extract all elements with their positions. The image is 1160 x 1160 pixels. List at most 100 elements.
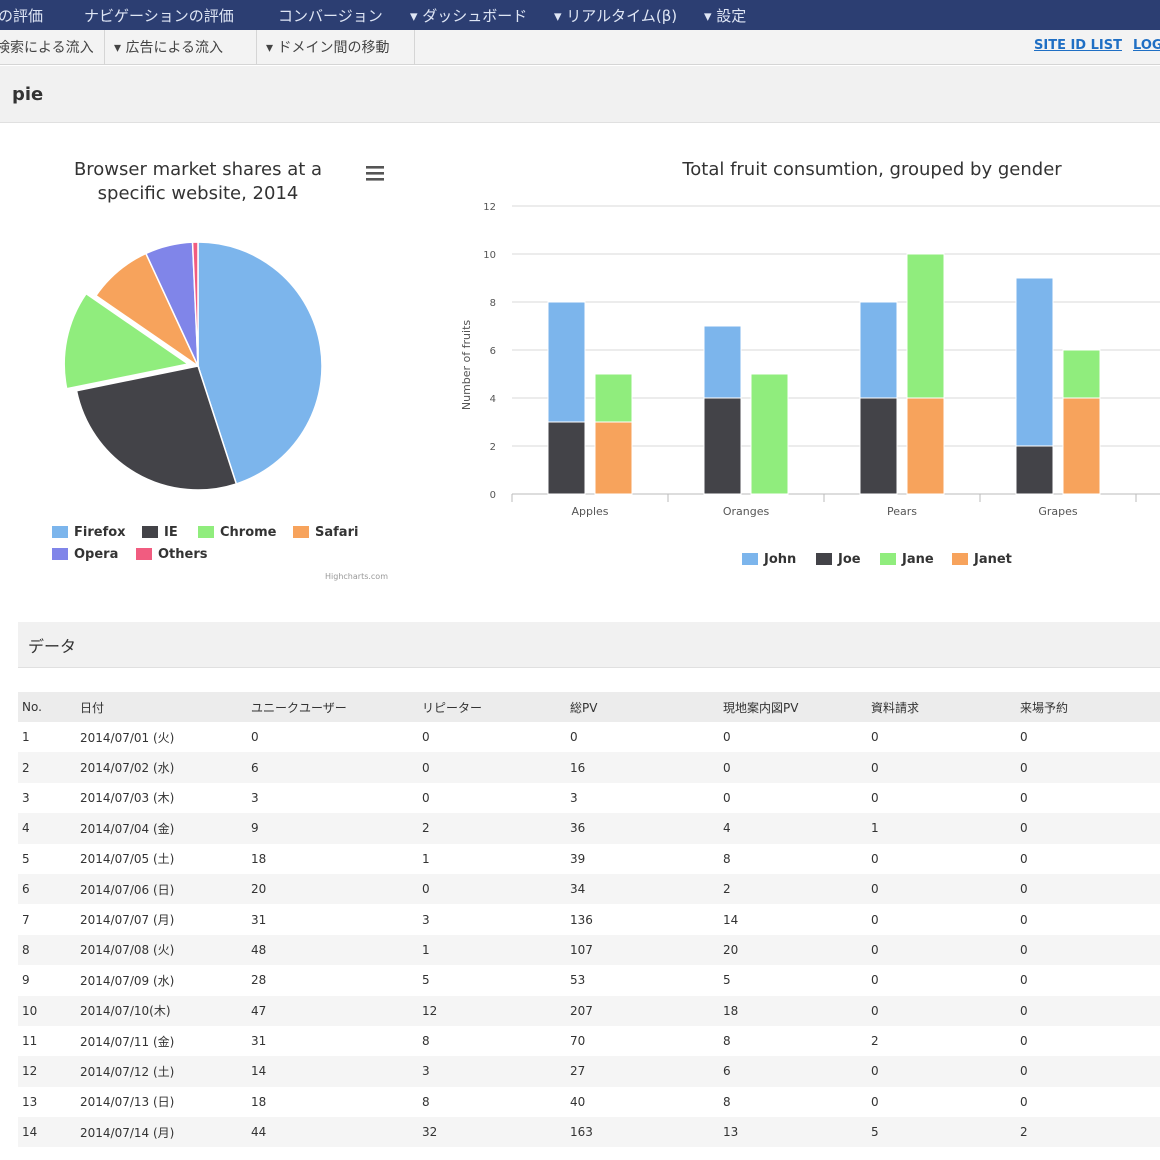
column-header[interactable]: リピーター <box>418 692 566 722</box>
table-cell: 2014/07/08 (火) <box>76 934 247 966</box>
column-header[interactable]: ユニークユーザー <box>247 692 418 722</box>
table-cell: 1 <box>22 730 30 745</box>
table-cell: 0 <box>1020 1034 1028 1049</box>
pie-legend-item-chrome[interactable]: Chrome <box>220 525 277 540</box>
table-cell: 5 <box>723 973 731 988</box>
table-cell: 5 <box>22 851 30 866</box>
bar-joe-pears[interactable] <box>859 397 898 495</box>
highcharts-credit[interactable]: Highcharts.com <box>325 572 388 581</box>
bar-jane-pears[interactable] <box>906 253 945 399</box>
column-header[interactable]: 現地案内図PV <box>719 692 867 722</box>
bar-legend-item-jane[interactable]: Jane <box>901 552 934 567</box>
table-cell: 3 <box>422 912 430 927</box>
pie-slice-chrome[interactable] <box>63 292 191 390</box>
bar-janet-pears[interactable] <box>906 397 945 495</box>
nav-item-navigation-evaluation[interactable]: ナビゲーションの評価 <box>84 7 234 25</box>
pie-legend-item-opera[interactable]: Opera <box>74 547 118 562</box>
column-header[interactable]: 総PV <box>566 692 719 722</box>
section-title: pie <box>12 84 44 105</box>
bar-jane-oranges[interactable] <box>750 373 789 495</box>
bar-joe-apples[interactable] <box>547 421 586 495</box>
pie-legend-item-others[interactable]: Others <box>158 547 208 562</box>
table-cell: 3 <box>418 1056 566 1087</box>
pie-legend-item-firefox[interactable]: Firefox <box>74 525 126 540</box>
nav-item-realtime[interactable]: ▾ リアルタイム(β) <box>554 7 678 25</box>
bar-chart-title: Total fruit consumtion, grouped by gende… <box>681 159 1062 180</box>
subnav-item-ad-inflow[interactable]: ▾ 広告による流入 <box>114 40 224 56</box>
table-row: 1 2014/07/01 (火) 0 0 0 0 0 0 <box>18 722 1160 752</box>
table-cell: 12 <box>418 995 566 1026</box>
table-cell: 3 <box>570 790 578 805</box>
table-cell: 9 <box>22 973 30 988</box>
table-cell: 0 <box>1020 730 1028 745</box>
bar-jane-apples[interactable] <box>594 373 633 423</box>
table-cell: 8 <box>723 851 731 866</box>
bar-john-apples[interactable] <box>547 301 586 423</box>
charts-area: Browser market shares at a specific webs… <box>52 159 1160 581</box>
pie-legend-item-safari[interactable]: Safari <box>315 525 358 540</box>
data-table: No. 日付 ユニークユーザー リピーター 総PV 現地案内図PV 資料請求 来場予約 1 20… <box>18 692 1160 1148</box>
pie-title-line1: Browser market shares at a <box>74 159 322 180</box>
nav-item-conversion[interactable]: コンバージョン <box>278 7 383 25</box>
table-cell: 9 <box>247 813 418 844</box>
bar-janet-apples[interactable] <box>594 421 633 495</box>
bar-janet-grapes[interactable] <box>1062 397 1101 495</box>
table-cell: 0 <box>418 752 566 783</box>
bar-legend-item-janet[interactable]: Janet <box>973 552 1012 567</box>
column-header[interactable]: 来場予約 <box>1016 692 1160 722</box>
bar-jane-grapes[interactable] <box>1062 349 1101 399</box>
table-cell: 53 <box>570 973 586 988</box>
table-cell: 2014/07/09 (水) <box>80 973 175 988</box>
site-id-list-link[interactable]: SITE ID LIST <box>1034 38 1122 53</box>
table-cell: 0 <box>867 934 1016 966</box>
bar-john-oranges[interactable] <box>703 325 742 399</box>
nav-item-dashboard[interactable]: ▾ ダッシュボード <box>410 7 528 25</box>
subnav-divider <box>414 30 415 65</box>
menu-icon-line <box>366 166 384 169</box>
pie-legend-item-ie[interactable]: IE <box>164 525 178 540</box>
pie-slice-ie[interactable] <box>75 365 238 491</box>
table-row: 12 2014/07/12 (土) 14 3 27 6 0 0 <box>18 1056 1160 1087</box>
table-cell: 136 <box>570 912 593 927</box>
table-cell: 7 <box>22 912 30 927</box>
subnav-item-cross-domain[interactable]: ▾ ドメイン間の移動 <box>266 40 390 56</box>
table-cell: 0 <box>871 912 879 927</box>
table-cell: 8 <box>723 1034 731 1049</box>
table-cell: 11 <box>22 1034 38 1049</box>
table-cell: 27 <box>566 1056 719 1087</box>
data-section-title: データ <box>28 637 77 656</box>
table-cell: 1 <box>422 851 430 866</box>
table-cell: 207 <box>566 995 719 1026</box>
bar-joe-oranges[interactable] <box>703 397 742 495</box>
column-header[interactable]: 資料請求 <box>867 692 1016 722</box>
table-cell: 2014/07/14 (月) <box>76 1117 247 1148</box>
table-cell: 2014/07/11 (金) <box>80 1034 175 1049</box>
bar-legend-item-john[interactable]: John <box>763 552 796 567</box>
nav-item-evaluation[interactable]: の評価 <box>0 7 44 25</box>
bar-legend-item-joe[interactable]: Joe <box>837 552 861 567</box>
table-cell: 18 <box>251 1094 267 1109</box>
log-link[interactable]: LOG <box>1133 38 1160 53</box>
table-cell: 40 <box>570 1094 586 1109</box>
bar-john-grapes[interactable] <box>1015 277 1054 447</box>
table-cell: 0 <box>871 1094 879 1109</box>
table-cell: 32 <box>418 1117 566 1148</box>
subnav-item-search-inflow[interactable]: 検索による流入 <box>0 40 94 56</box>
pie-slice-others[interactable] <box>191 241 199 367</box>
pie-slice-firefox[interactable] <box>197 241 323 485</box>
table-cell: 2014/07/04 (金) <box>76 813 247 844</box>
table-cell: 0 <box>1016 873 1160 905</box>
bar-john-pears[interactable] <box>859 301 898 399</box>
column-header[interactable]: 日付 <box>76 692 247 722</box>
nav-item-settings[interactable]: ▾ 設定 <box>704 7 747 25</box>
x-category-label: Grapes <box>1038 505 1078 518</box>
table-body: 1 2014/07/01 (火) 0 0 0 0 0 0 2 2014/07/02 (水) 6 0 16… <box>18 722 1160 1148</box>
pie-legend: Firefox IE Chrome Safari Opera Others <box>52 525 358 562</box>
table-cell: 0 <box>1020 1094 1028 1109</box>
menu-icon[interactable] <box>366 166 384 181</box>
table-cell: 8 <box>422 1034 430 1049</box>
column-header[interactable]: No. <box>18 692 76 722</box>
bar-joe-grapes[interactable] <box>1015 445 1054 495</box>
pie-title-line2: specific website, 2014 <box>98 183 299 204</box>
legend-swatch <box>198 526 214 538</box>
